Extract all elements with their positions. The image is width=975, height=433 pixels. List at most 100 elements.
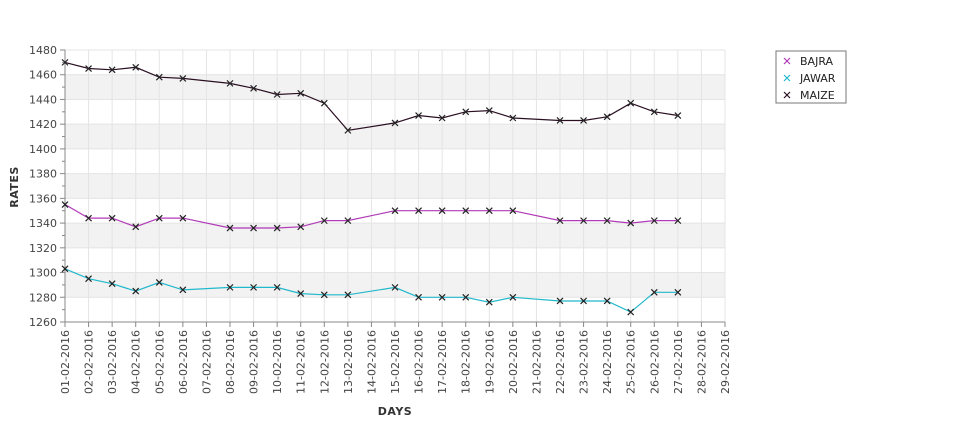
- jawar-line: [64, 268, 678, 313]
- maize-point-marker: [155, 73, 163, 81]
- x-tick-label: 23-02-2016: [578, 330, 591, 394]
- y-tick-label: 1320: [29, 242, 57, 255]
- maize-point-marker: [580, 117, 587, 124]
- maize-point-marker: [415, 112, 422, 119]
- y-tick-label: 1360: [29, 192, 57, 205]
- jawar-point-marker: [627, 308, 635, 316]
- x-tick-label: 09-02-2016: [248, 330, 261, 394]
- legend-item-maize: MAIZE: [783, 89, 835, 102]
- x-tick-label: 16-02-2016: [413, 330, 426, 394]
- jawar-point-marker: [415, 293, 422, 301]
- bajra-line: [64, 203, 678, 229]
- y-tick-label: 1460: [29, 69, 57, 82]
- x-tick-label: 01-02-2016: [59, 330, 72, 394]
- y-tick-label: 1280: [29, 291, 57, 304]
- jawar-point-marker: [155, 279, 163, 286]
- jawar-point-marker: [344, 291, 352, 299]
- jawar-point-marker: [485, 298, 493, 306]
- bajra-point-marker: [650, 217, 658, 225]
- x-tick-label: 03-02-2016: [106, 330, 119, 394]
- x-tick-label: 25-02-2016: [625, 330, 638, 394]
- jawar-point-marker: [132, 287, 140, 295]
- maize-point-marker: [438, 114, 446, 122]
- x-tick-label: 24-02-2016: [601, 330, 614, 394]
- bajra-point-marker: [674, 217, 682, 225]
- x-axis-title: DAYS: [378, 405, 412, 418]
- x-tick-label: 08-02-2016: [224, 330, 237, 394]
- x-tick-label: 14-02-2016: [365, 330, 378, 394]
- maize-point-marker: [320, 99, 328, 107]
- maize-line: [64, 61, 678, 132]
- maize-point-marker: [485, 107, 493, 115]
- jawar-point-marker: [391, 283, 399, 291]
- bajra-point-marker: [85, 214, 92, 222]
- maize-point-marker: [509, 114, 517, 122]
- maize-point-marker: [226, 79, 234, 87]
- x-tick-label: 21-02-2016: [530, 330, 543, 394]
- bajra-point-marker: [320, 217, 328, 225]
- x-tick-label: 07-02-2016: [200, 330, 213, 394]
- jawar-point-marker: [250, 283, 257, 291]
- jawar-point-marker: [556, 297, 564, 305]
- legend-marker-maize: [783, 91, 791, 99]
- jawar-point-marker: [320, 291, 328, 299]
- legend-marker-jawar: [783, 74, 791, 82]
- y-axis-ticks: 1260 1280 1300 1320 1340 1360 1380 1400 1420 1440…: [29, 44, 65, 329]
- maize-point-marker: [85, 65, 92, 72]
- maize-point-marker: [462, 108, 470, 116]
- bajra-point-marker: [580, 217, 587, 225]
- bajra-point-marker: [627, 219, 635, 227]
- y-tick-label: 1340: [29, 217, 57, 230]
- maize-point-marker: [108, 66, 116, 74]
- bajra-point-marker: [250, 224, 257, 232]
- maize-point-marker: [391, 119, 399, 127]
- y-tick-label: 1420: [29, 118, 57, 131]
- y-tick-label: 1480: [29, 44, 57, 57]
- maize-point-marker: [273, 91, 281, 98]
- y-axis-title: RATES: [8, 166, 21, 208]
- y-tick-label: 1260: [29, 316, 57, 329]
- maize-point-marker: [61, 58, 69, 66]
- legend: BAJRA JAWAR MAIZE: [775, 50, 847, 104]
- legend-item-jawar: JAWAR: [783, 72, 836, 85]
- series-bajra: [61, 201, 682, 232]
- bajra-point-marker: [179, 214, 187, 222]
- jawar-point-marker: [462, 293, 470, 301]
- bajra-point-marker: [556, 217, 564, 225]
- jawar-point-marker: [509, 293, 517, 301]
- bajra-point-marker: [462, 207, 470, 215]
- series-group: [61, 58, 682, 316]
- x-tick-label: 28-02-2016: [695, 330, 708, 394]
- x-tick-label: 20-02-2016: [507, 330, 520, 394]
- jawar-point-marker: [85, 275, 92, 283]
- bajra-point-marker: [603, 217, 611, 225]
- x-tick-label: 13-02-2016: [342, 330, 355, 394]
- maize-point-marker: [297, 89, 305, 97]
- maize-point-marker: [627, 99, 635, 107]
- legend-label-jawar: JAWAR: [799, 72, 836, 85]
- legend-marker-bajra: [783, 57, 791, 65]
- x-tick-label: 12-02-2016: [318, 330, 331, 394]
- maize-point-marker: [344, 126, 352, 134]
- legend-item-bajra: BAJRA: [783, 55, 834, 68]
- x-tick-label: 19-02-2016: [483, 330, 496, 394]
- jawar-point-marker: [226, 283, 234, 291]
- x-tick-label: 29-02-2016: [719, 330, 732, 394]
- x-tick-label: 11-02-2016: [295, 330, 308, 394]
- jawar-point-marker: [438, 293, 446, 301]
- bajra-point-marker: [297, 223, 305, 231]
- x-tick-label: 26-02-2016: [648, 330, 661, 394]
- x-tick-label: 05-02-2016: [153, 330, 166, 394]
- x-axis-ticks: 01-02-2016 02-02-2016 03-02-2016 04-02-2016…: [59, 322, 732, 394]
- maize-point-marker: [556, 117, 564, 124]
- y-tick-label: 1300: [29, 267, 57, 280]
- bajra-point-marker: [344, 217, 352, 225]
- y-tick-label: 1380: [29, 168, 57, 181]
- jawar-point-marker: [108, 280, 116, 288]
- x-tick-label: 10-02-2016: [271, 330, 284, 394]
- jawar-point-marker: [179, 286, 187, 294]
- x-tick-label: 27-02-2016: [672, 330, 685, 394]
- bajra-point-marker: [273, 224, 281, 232]
- bajra-point-marker: [438, 207, 446, 215]
- bajra-point-marker: [391, 207, 399, 215]
